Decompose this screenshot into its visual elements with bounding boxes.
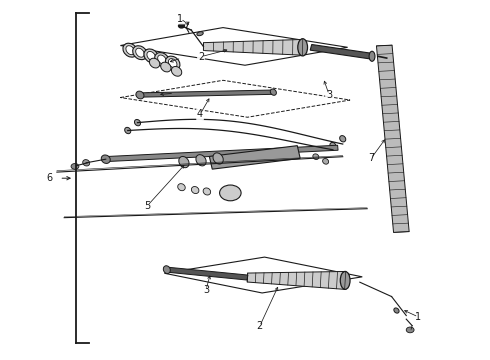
Ellipse shape	[330, 143, 336, 149]
Polygon shape	[310, 45, 373, 59]
Polygon shape	[103, 145, 338, 162]
Ellipse shape	[124, 127, 131, 134]
Ellipse shape	[149, 58, 160, 68]
Polygon shape	[247, 271, 345, 289]
Ellipse shape	[298, 39, 308, 56]
Polygon shape	[140, 90, 274, 97]
Ellipse shape	[155, 53, 169, 67]
Polygon shape	[167, 267, 248, 280]
Polygon shape	[209, 146, 300, 169]
Ellipse shape	[394, 308, 399, 313]
Text: 2: 2	[198, 51, 204, 62]
Ellipse shape	[213, 153, 223, 164]
Ellipse shape	[270, 89, 276, 95]
Text: 3: 3	[203, 285, 209, 295]
Ellipse shape	[144, 49, 158, 63]
Ellipse shape	[126, 46, 134, 55]
Ellipse shape	[369, 51, 375, 61]
Text: 7: 7	[368, 153, 374, 163]
Circle shape	[71, 163, 79, 169]
Ellipse shape	[163, 266, 171, 274]
Ellipse shape	[203, 188, 211, 195]
Ellipse shape	[133, 46, 147, 60]
Text: 1: 1	[177, 14, 184, 24]
Ellipse shape	[313, 154, 319, 159]
Ellipse shape	[161, 62, 171, 72]
Circle shape	[220, 185, 241, 201]
Ellipse shape	[166, 56, 180, 70]
Text: 4: 4	[197, 109, 203, 120]
Polygon shape	[203, 40, 303, 55]
Ellipse shape	[83, 159, 90, 166]
Ellipse shape	[196, 155, 206, 166]
Polygon shape	[376, 45, 409, 233]
Ellipse shape	[178, 184, 185, 191]
Ellipse shape	[340, 136, 346, 142]
Text: 2: 2	[257, 321, 263, 331]
Ellipse shape	[101, 155, 110, 163]
Ellipse shape	[340, 271, 350, 289]
Ellipse shape	[147, 51, 155, 60]
Ellipse shape	[197, 32, 203, 36]
Circle shape	[406, 327, 414, 333]
Ellipse shape	[158, 55, 166, 64]
Text: 5: 5	[144, 201, 150, 211]
Ellipse shape	[172, 67, 182, 76]
Ellipse shape	[136, 91, 144, 99]
Ellipse shape	[134, 120, 141, 126]
Ellipse shape	[322, 158, 329, 164]
Text: 6: 6	[47, 173, 52, 183]
Circle shape	[178, 24, 184, 28]
Ellipse shape	[192, 186, 199, 194]
Ellipse shape	[123, 43, 137, 57]
Text: 3: 3	[326, 90, 332, 100]
Ellipse shape	[179, 157, 189, 168]
Ellipse shape	[169, 59, 177, 68]
Text: 1: 1	[416, 312, 421, 322]
Ellipse shape	[136, 48, 144, 57]
